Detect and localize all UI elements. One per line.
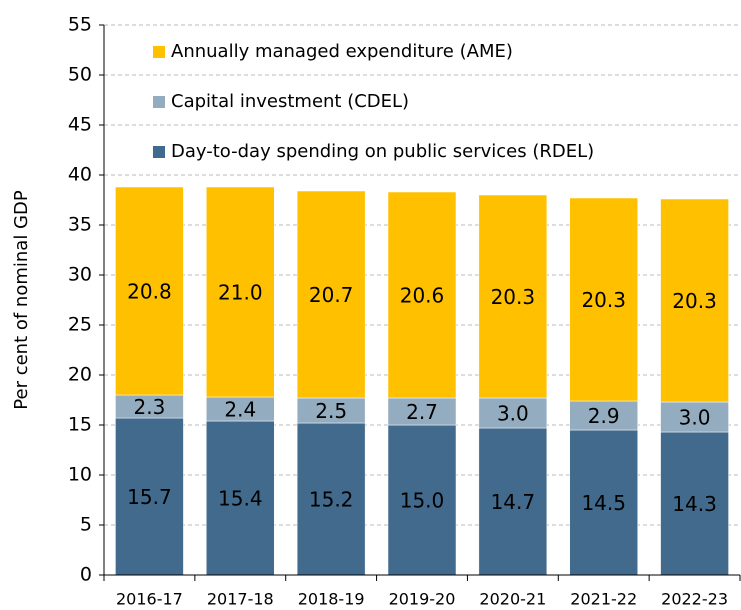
- y-tick-label: 0: [80, 564, 92, 586]
- bar-segment: [660, 401, 729, 433]
- y-axis-title: Per cent of nominal GDP: [11, 190, 32, 410]
- y-tick-label: 5: [80, 514, 92, 536]
- data-label: 3.0: [497, 402, 529, 426]
- y-tick-label: 25: [68, 314, 92, 336]
- data-label: 20.3: [581, 288, 626, 312]
- data-label: 14.7: [491, 490, 536, 514]
- y-tick-label: 55: [68, 14, 92, 36]
- bar-segment: [296, 397, 366, 424]
- data-label: 2.4: [224, 398, 256, 422]
- bar-segment: [387, 424, 457, 576]
- data-label: 14.3: [672, 492, 717, 516]
- y-tick-label: 20: [68, 364, 92, 386]
- data-label: 15.4: [218, 487, 263, 511]
- bar-segment: [569, 400, 638, 431]
- bar-segment: [569, 429, 638, 576]
- y-tick-label: 50: [68, 64, 92, 86]
- bar-segment: [387, 191, 457, 399]
- data-label: 2.3: [134, 395, 166, 419]
- bar-segment: [387, 397, 457, 426]
- data-label: 20.7: [309, 283, 354, 307]
- bar-segment: [660, 431, 729, 576]
- data-label: 20.3: [491, 285, 536, 309]
- data-label: 14.5: [581, 491, 626, 515]
- data-label: 3.0: [679, 406, 711, 430]
- x-tick-label: 2018-19: [298, 590, 365, 609]
- x-tick-label: 2021-22: [570, 590, 637, 609]
- bar-segment: [569, 197, 638, 402]
- y-tick-label: 35: [68, 214, 92, 236]
- bar-segment: [206, 420, 275, 576]
- legend-swatch: [153, 96, 165, 108]
- y-tick-label: 15: [68, 414, 92, 436]
- legend-label: Day-to-day spending on public services (…: [171, 141, 594, 162]
- y-tick-label: 40: [68, 164, 92, 186]
- x-tick-label: 2016-17: [116, 590, 183, 609]
- bar-segment: [478, 397, 548, 429]
- bar-segment: [296, 190, 366, 399]
- data-label: 15.0: [400, 489, 445, 513]
- bar-segment: [660, 198, 729, 403]
- x-tick-label: 2020-21: [479, 590, 546, 609]
- bar-segment: [478, 427, 548, 576]
- data-label: 2.7: [406, 400, 438, 424]
- y-tick-label: 10: [68, 464, 92, 486]
- x-tick-label: 2017-18: [207, 590, 274, 609]
- bar-segment: [115, 186, 184, 396]
- legend-swatch: [153, 46, 165, 58]
- data-label: 21.0: [218, 281, 263, 305]
- bar-segment: [115, 417, 184, 576]
- x-tick-label: 2022-23: [661, 590, 728, 609]
- data-label: 20.8: [127, 280, 172, 304]
- data-label: 15.7: [127, 485, 172, 509]
- data-label: 20.6: [400, 284, 445, 308]
- data-label: 2.5: [315, 399, 347, 423]
- data-label: 15.2: [309, 488, 354, 512]
- y-tick-label: 45: [68, 114, 92, 136]
- data-label: 2.9: [588, 404, 620, 428]
- bar-segment: [478, 194, 548, 399]
- legend-label: Annually managed expenditure (AME): [171, 41, 513, 62]
- bar-segment: [206, 396, 275, 422]
- bar-segment: [296, 422, 366, 576]
- x-tick-label: 2019-20: [389, 590, 456, 609]
- y-tick-label: 30: [68, 264, 92, 286]
- data-label: 20.3: [672, 289, 717, 313]
- legend-label: Capital investment (CDEL): [171, 91, 409, 112]
- legend-swatch: [153, 146, 165, 158]
- bar-segment: [206, 186, 275, 398]
